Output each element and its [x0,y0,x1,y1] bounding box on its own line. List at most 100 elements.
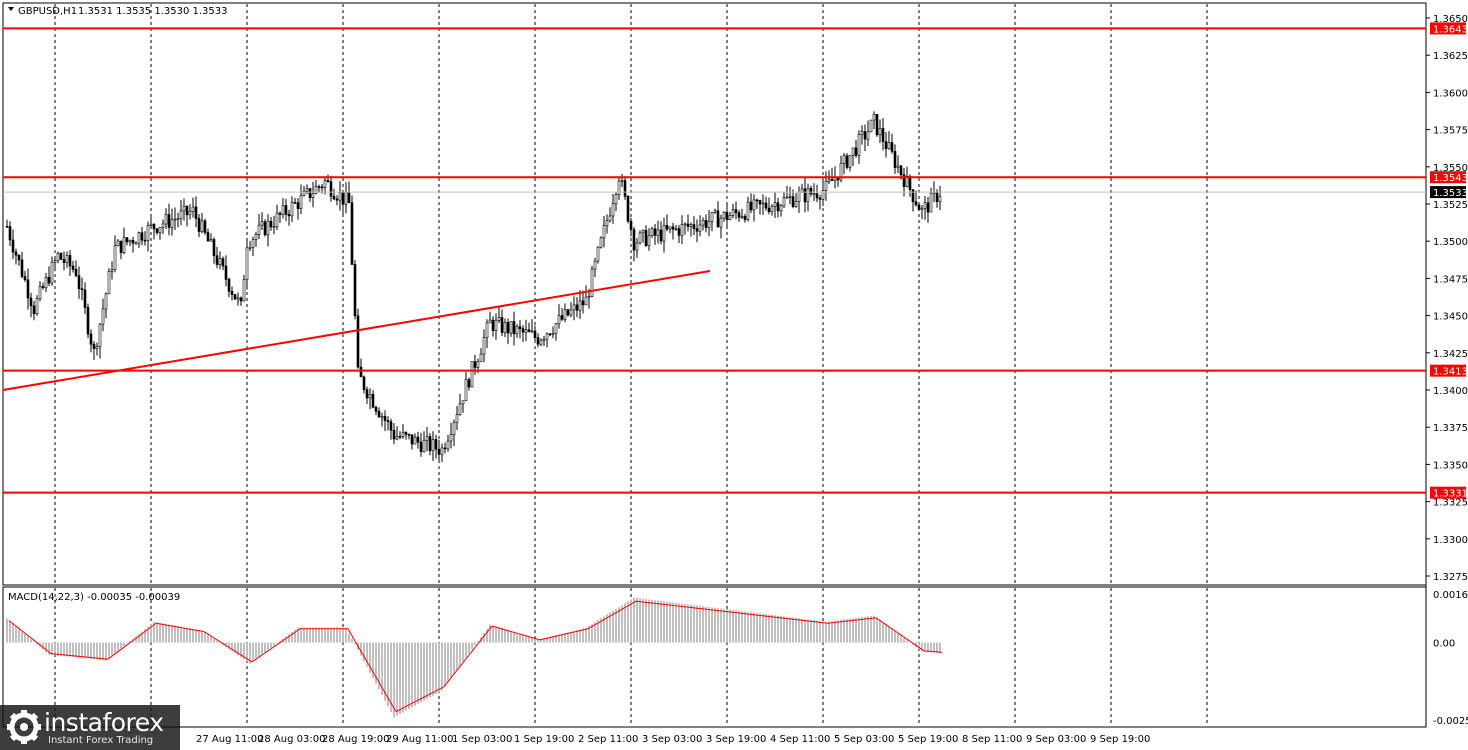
candle [248,240,252,252]
symbol-label: GBPUSD,H1 [18,6,77,17]
price-tick: 1.3350 [1433,460,1468,471]
candle-body [80,288,84,291]
candle [110,261,114,280]
candle [575,297,579,318]
candle-body [641,230,645,234]
candle [938,185,942,211]
candle [185,205,189,227]
instaforex-logo[interactable]: instaforex Instant Forex Trading [0,705,180,750]
candle-body [545,333,549,340]
candle [215,246,219,269]
candle-body [722,211,726,219]
candle [179,199,183,226]
candle [845,153,849,170]
candle [809,185,813,197]
candle [410,434,414,450]
candle [818,194,822,210]
candle [119,240,123,260]
candle-body [350,202,354,265]
candle [221,256,225,271]
candle [125,236,129,246]
candle [569,302,573,318]
candle [527,322,531,333]
candle-body [752,199,756,211]
candle-body [416,436,420,443]
candle-body [869,119,873,133]
candle-body [443,447,447,450]
candle-body [206,232,210,242]
candle-body [842,155,846,164]
candle-body [872,114,876,121]
candle-body [791,196,795,207]
candle [197,214,201,238]
candle-body [26,279,30,299]
candle [188,203,192,220]
level-tag-bg [1430,364,1466,377]
candle-body [245,247,249,280]
candle [422,431,426,453]
candle [509,321,513,337]
candle [605,214,609,234]
candle-body [62,259,66,263]
candle-body [299,195,303,209]
candle [170,208,174,236]
candle-body [773,202,777,207]
symbol-dropdown-icon[interactable] [8,7,14,11]
candle [86,303,90,339]
candle [20,251,24,279]
gear-logo-icon [7,710,41,744]
candle [524,319,528,342]
ascending-trend-line[interactable] [2,269,711,391]
candle-body [866,131,870,140]
candle-body [620,180,624,182]
candle-body [929,192,933,213]
candle-body [5,226,9,228]
candle [698,215,702,237]
candle-body [50,261,54,284]
candle-body [821,190,825,200]
candle-body [584,296,588,306]
candle [260,212,264,231]
candle [266,214,270,247]
candle [533,325,537,343]
candle-body [272,226,276,228]
candle-body [629,220,633,230]
candle-body [596,246,600,262]
candle-body [170,219,174,228]
candle-body [77,275,81,290]
candle [263,219,267,237]
candle-body [119,240,123,253]
candle [632,226,636,262]
candle [440,443,444,462]
candle-body [131,239,135,244]
candle [203,218,207,235]
candle [332,188,336,201]
candle [35,295,39,316]
candle-body [809,187,813,195]
candle-body [863,131,867,140]
candle-body [617,180,621,195]
candle-body [44,276,48,289]
candle-body [860,131,864,135]
candle [923,196,927,220]
candle-body [557,315,561,325]
candle-body [797,191,801,202]
candle-body [632,229,636,251]
candle-body [101,308,105,325]
candle-body [41,286,45,289]
current-price-tag-bg [1430,186,1466,199]
candle-body [428,436,432,451]
candle [722,211,726,222]
candle-body [875,114,879,136]
candle-body [770,206,774,213]
candle [752,194,756,222]
candle-body [677,228,681,236]
candle [617,177,621,200]
time-tick: 29 Aug 11:00 [386,734,453,745]
candle [29,292,33,318]
candle [257,213,261,240]
candle [191,197,195,218]
candle [158,227,162,240]
candle-body [680,224,684,236]
